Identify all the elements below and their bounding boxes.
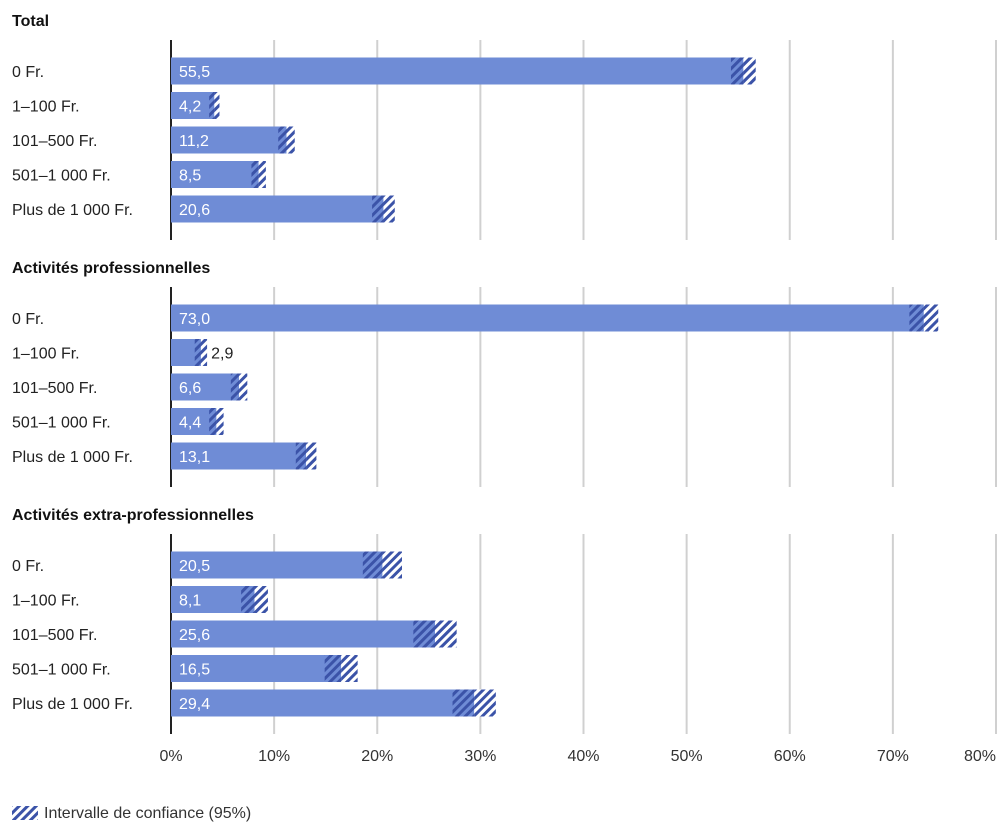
category-label: 101–500 Fr.	[12, 380, 97, 397]
value-label: 6,6	[179, 380, 201, 397]
x-tick-label: 20%	[361, 748, 393, 765]
value-label: 25,6	[179, 627, 210, 644]
value-label: 8,5	[179, 168, 201, 185]
value-label: 16,5	[179, 662, 210, 679]
ci-lower	[278, 126, 287, 154]
ci-lower	[230, 373, 240, 401]
bar	[171, 161, 259, 188]
category-label: 1–100 Fr.	[12, 346, 80, 363]
value-label: 13,1	[179, 449, 210, 466]
ci-upper	[216, 408, 224, 435]
bar	[171, 551, 383, 579]
ci-upper	[923, 304, 939, 332]
ci-upper	[382, 551, 402, 579]
category-label: 101–500 Fr.	[12, 627, 97, 644]
value-label: 73,0	[179, 311, 210, 328]
category-label: 0 Fr.	[12, 558, 44, 575]
bar	[171, 655, 342, 682]
bar	[171, 92, 215, 119]
legend-label: Intervalle de confiance (95%)	[44, 805, 251, 822]
category-label: 501–1 000 Fr.	[12, 662, 111, 679]
bar	[171, 620, 435, 648]
bar	[171, 408, 217, 435]
ci-upper	[435, 620, 457, 648]
panel-title: Activités extra-professionnelles	[12, 507, 254, 524]
ci-upper	[239, 373, 248, 401]
category-label: 0 Fr.	[12, 311, 44, 328]
bar	[171, 689, 475, 717]
value-label: 55,5	[179, 64, 210, 81]
ci-lower	[251, 161, 259, 188]
ci-upper	[214, 92, 220, 119]
value-label: 2,9	[211, 346, 233, 363]
legend-swatch	[12, 806, 38, 820]
x-tick-label: 70%	[877, 748, 909, 765]
ci-lower	[194, 339, 201, 366]
ci-upper	[383, 195, 395, 223]
bar	[171, 126, 287, 154]
category-label: 0 Fr.	[12, 64, 44, 81]
value-label: 8,1	[179, 593, 201, 610]
x-tick-label: 0%	[159, 748, 182, 765]
bar	[171, 195, 384, 223]
ci-lower	[372, 195, 384, 223]
category-label: 1–100 Fr.	[12, 593, 80, 610]
value-label: 20,5	[179, 558, 210, 575]
category-label: Plus de 1 000 Fr.	[12, 696, 133, 713]
x-tick-label: 60%	[774, 748, 806, 765]
value-label: 4,2	[179, 99, 201, 116]
x-tick-label: 50%	[671, 748, 703, 765]
category-label: 501–1 000 Fr.	[12, 415, 111, 432]
ci-lower	[909, 304, 924, 332]
legend: Intervalle de confiance (95%)	[12, 805, 251, 822]
ci-upper	[743, 57, 756, 85]
category-label: 1–100 Fr.	[12, 99, 80, 116]
value-label: 20,6	[179, 202, 210, 219]
value-label: 11,2	[179, 133, 209, 150]
ci-upper	[200, 339, 208, 366]
ci-lower	[209, 92, 215, 119]
x-tick-label: 40%	[567, 748, 599, 765]
ci-lower	[413, 620, 435, 648]
ci-upper	[254, 586, 268, 613]
text-layer: Total 0 Fr. 55,5 1–100 Fr. 4,2 101–500 Fr. 11,…	[12, 13, 996, 765]
ci-upper	[306, 442, 317, 470]
bar	[171, 304, 924, 332]
bar	[171, 373, 240, 401]
x-tick-label: 80%	[964, 748, 996, 765]
ci-lower	[730, 57, 744, 85]
ci-upper	[474, 689, 496, 717]
category-label: 101–500 Fr.	[12, 133, 97, 150]
panel-title: Total	[12, 13, 49, 30]
bar	[171, 586, 255, 613]
ci-upper	[286, 126, 295, 154]
category-label: 501–1 000 Fr.	[12, 168, 111, 185]
ci-lower	[295, 442, 307, 470]
x-tick-label: 10%	[258, 748, 290, 765]
ci-upper	[341, 655, 358, 682]
ci-upper	[258, 161, 266, 188]
ci-lower	[362, 551, 383, 579]
value-label: 29,4	[179, 696, 210, 713]
ci-lower	[452, 689, 475, 717]
x-tick-label: 30%	[464, 748, 496, 765]
ci-lower	[209, 408, 217, 435]
category-label: Plus de 1 000 Fr.	[12, 449, 133, 466]
bars-layer	[171, 57, 939, 717]
panel-title: Activités professionnelles	[12, 260, 210, 277]
bar	[171, 442, 307, 470]
value-label: 4,4	[179, 415, 201, 432]
category-label: Plus de 1 000 Fr.	[12, 202, 133, 219]
bar	[171, 57, 744, 85]
ci-lower	[241, 586, 255, 613]
ci-lower	[324, 655, 342, 682]
